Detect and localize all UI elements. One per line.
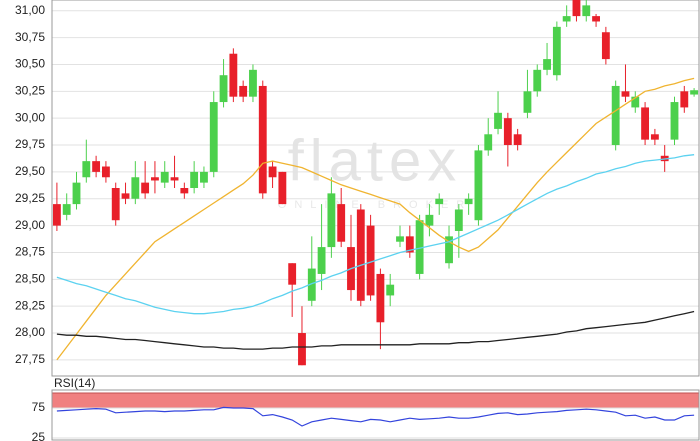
candle-body [170,177,179,181]
candle-body [592,16,600,22]
candle-body [611,85,620,146]
y-tick-label: 30,25 [15,83,45,97]
rsi-overbought-band [51,392,700,409]
candle-body [484,134,493,151]
rsi-frame [51,389,700,441]
candle-body [376,273,385,323]
candle-body [62,204,71,215]
candle-body [396,236,404,242]
candle-body [151,177,159,181]
candle-body [288,263,297,285]
y-tick-label: 28,00 [15,325,45,339]
watermark: flatex [288,128,463,193]
candle-body [229,53,238,97]
watermark-sub: ONLINE BROKER [278,199,472,211]
candle-body [621,91,630,97]
candle-body [562,16,571,22]
candle-body [298,333,306,366]
candle-body [650,134,659,140]
candle-body [278,171,287,205]
y-tick-label: 30,00 [15,110,45,124]
moving-average [56,77,695,361]
candle-body [249,69,257,97]
candle-body [454,209,463,231]
candle-body [445,236,453,264]
candle-body [670,102,679,140]
candle-body [543,59,551,70]
y-tick-label: 29,75 [15,137,45,151]
candle-body [474,150,483,221]
candle-body [160,171,169,183]
candle-body [631,96,640,108]
candle-body [513,134,522,146]
rsi-tick-label: 75 [32,400,46,414]
candle-body [366,225,375,296]
candle-body [680,91,689,108]
candle-body [317,247,326,274]
moving-average [56,310,695,350]
candle-body [435,198,444,205]
candle-body [523,91,532,113]
candle-body [111,188,120,221]
candle-body [503,118,512,146]
candle-body [92,161,101,172]
candle-body [209,102,218,172]
candle-body [386,284,395,296]
y-tick-label: 31,00 [15,3,45,17]
candle-body [533,69,542,92]
candle-body [258,85,267,194]
candle-body [415,220,424,274]
candle-body [72,182,81,205]
candle-body [239,85,248,97]
candle-body [307,268,316,301]
rsi-label: RSI(14) [54,376,95,390]
candle-body [464,198,473,205]
candle-body [121,193,130,199]
candle-body [572,0,581,17]
candle-body [552,26,561,76]
rsi-line [56,406,695,427]
y-tick-label: 30,50 [15,57,45,71]
y-tick-label: 28,75 [15,245,45,259]
y-tick-label: 28,25 [15,298,45,312]
y-tick-label: 29,00 [15,218,45,232]
candle-body [690,90,699,95]
candle-body [190,171,199,188]
y-tick-label: 29,50 [15,164,45,178]
candle-body [82,161,91,178]
plot-frame [51,0,700,377]
candle-body [131,177,140,199]
candle-body [425,214,434,226]
candle-body [494,112,502,129]
rsi-tick-label: 25 [32,430,46,441]
y-tick-label: 30,75 [15,30,45,44]
candle-body [141,182,150,194]
candle-body [180,188,189,194]
candle-body [641,107,650,140]
candle-body [582,5,591,17]
candle-body [101,166,110,178]
candle-body [200,171,208,183]
candle-body [601,32,610,60]
candle-body [219,75,228,103]
candle-body [337,204,346,242]
candle-body [356,209,365,301]
y-tick-label: 27,75 [15,352,45,366]
moving-average [56,154,695,315]
candle-body [327,193,336,248]
candle-body [405,236,414,253]
y-tick-label: 29,25 [15,191,45,205]
candle-body [268,166,277,178]
y-tick-label: 28,50 [15,271,45,285]
candle-body [52,204,61,226]
